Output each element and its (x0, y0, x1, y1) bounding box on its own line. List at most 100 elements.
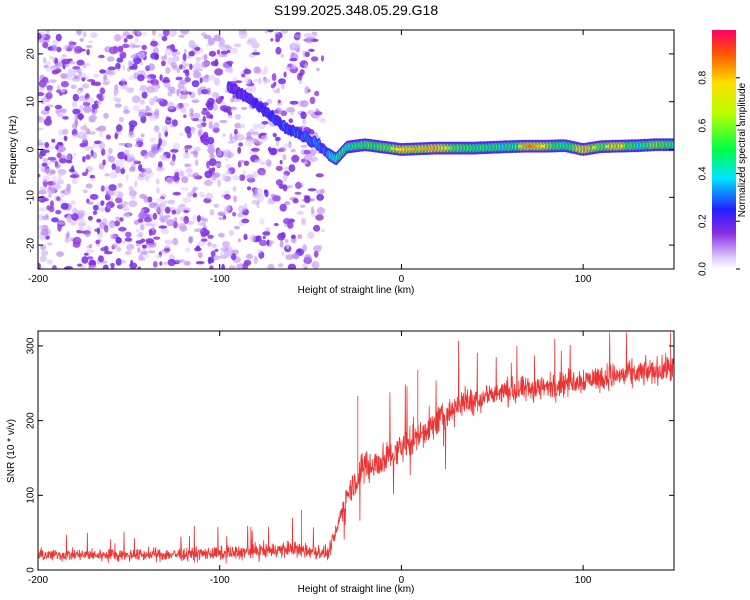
noise-speck (142, 31, 147, 36)
noise-speck (72, 93, 80, 102)
noise-speck (219, 119, 228, 124)
noise-speck (82, 189, 88, 194)
noise-speck (218, 216, 227, 221)
noise-speck (171, 48, 178, 53)
noise-speck (51, 217, 59, 223)
noise-speck (102, 264, 109, 269)
noise-speck (213, 122, 220, 129)
noise-speck (111, 163, 117, 170)
noise-speck (159, 74, 163, 81)
noise-speck (105, 189, 115, 196)
noise-speck (289, 100, 299, 105)
noise-speck (44, 142, 50, 148)
noise-speck (232, 211, 237, 217)
noise-speck (180, 187, 189, 191)
noise-speck (140, 133, 145, 138)
noise-speck (279, 203, 287, 212)
noise-speck (118, 142, 127, 146)
noise-speck (38, 116, 45, 123)
noise-speck (144, 112, 153, 117)
noise-speck (108, 155, 116, 163)
noise-speck (182, 87, 188, 93)
noise-speck (81, 77, 86, 82)
noise-speck (230, 97, 234, 103)
noise-speck (191, 80, 200, 88)
y-tick-label: -20 (26, 237, 37, 252)
noise-speck (193, 71, 202, 79)
noise-speck (320, 188, 326, 194)
noise-speck (222, 241, 230, 248)
noise-speck (272, 132, 277, 138)
noise-speck (243, 68, 252, 75)
noise-speck (88, 264, 97, 269)
noise-speck (56, 85, 61, 90)
noise-speck (232, 175, 241, 181)
noise-speck (184, 216, 188, 222)
noise-speck (224, 190, 230, 194)
noise-speck (301, 217, 306, 226)
noise-speck (111, 243, 118, 249)
noise-speck (68, 168, 75, 173)
noise-speck (251, 51, 261, 56)
noise-speck (261, 120, 269, 125)
noise-speck (127, 66, 131, 72)
noise-speck (189, 63, 193, 70)
noise-speck (134, 143, 139, 148)
noise-speck (158, 32, 163, 38)
noise-speck (183, 210, 190, 213)
noise-speck (315, 214, 324, 221)
noise-speck (216, 49, 221, 55)
noise-speck (172, 153, 176, 162)
x-tick-label: -100 (210, 575, 230, 586)
noise-speck (166, 219, 176, 227)
noise-speck (187, 192, 192, 198)
noise-speck (165, 67, 171, 74)
noise-speck (238, 142, 244, 147)
noise-speck (316, 207, 325, 215)
noise-speck (260, 135, 269, 142)
noise-speck (110, 265, 115, 269)
noise-speck (146, 89, 156, 93)
noise-speck (41, 162, 48, 167)
noise-speck (119, 85, 129, 90)
noise-speck (167, 101, 175, 110)
noise-speck (107, 70, 116, 76)
noise-speck (130, 54, 139, 59)
noise-speck (148, 63, 156, 71)
noise-speck (192, 69, 198, 73)
noise-speck (191, 118, 200, 122)
noise-speck (136, 30, 141, 36)
noise-speck (283, 143, 292, 148)
noise-speck (246, 131, 252, 139)
noise-speck (166, 177, 174, 185)
noise-speck (162, 76, 170, 84)
noise-speck (255, 235, 262, 242)
noise-speck (84, 231, 91, 237)
noise-speck (155, 206, 163, 214)
noise-speck (178, 34, 185, 38)
noise-speck (243, 160, 250, 166)
noise-speck (249, 234, 256, 243)
noise-speck (71, 213, 79, 221)
noise-speck (282, 184, 288, 192)
noise-speck (73, 152, 77, 156)
noise-speck (302, 244, 307, 252)
noise-speck (38, 92, 45, 97)
noise-speck (50, 46, 59, 51)
noise-speck (48, 193, 52, 198)
noise-speck (125, 250, 132, 255)
noise-speck (65, 232, 70, 239)
noise-speck (258, 77, 262, 85)
noise-speck (225, 164, 232, 169)
noise-speck (72, 236, 82, 245)
noise-speck (225, 156, 229, 162)
noise-speck (108, 46, 118, 55)
noise-speck (114, 132, 118, 140)
noise-speck (164, 48, 173, 56)
noise-speck (182, 102, 190, 107)
noise-speck (316, 193, 324, 201)
noise-speck (197, 87, 203, 96)
noise-speck (44, 149, 50, 153)
y-tick-label: 0 (26, 146, 37, 152)
noise-speck (207, 234, 214, 239)
